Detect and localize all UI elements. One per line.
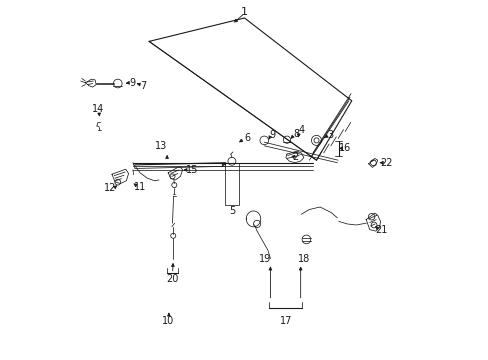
Text: 20: 20 bbox=[166, 274, 178, 284]
Text: 4: 4 bbox=[298, 125, 304, 135]
Text: 15: 15 bbox=[186, 165, 198, 175]
Text: 5: 5 bbox=[228, 206, 235, 216]
Text: 3: 3 bbox=[326, 130, 332, 140]
Text: 18: 18 bbox=[297, 254, 309, 264]
Text: 13: 13 bbox=[154, 141, 166, 151]
Text: 14: 14 bbox=[92, 104, 104, 114]
Text: 10: 10 bbox=[162, 316, 174, 326]
Text: 2: 2 bbox=[291, 152, 297, 162]
Text: 11: 11 bbox=[134, 182, 146, 192]
Text: 17: 17 bbox=[279, 316, 291, 326]
Text: 22: 22 bbox=[380, 158, 392, 168]
Text: 19: 19 bbox=[259, 254, 271, 264]
Text: 16: 16 bbox=[338, 143, 350, 153]
Bar bbox=[224, 163, 239, 205]
Text: 9: 9 bbox=[269, 130, 275, 140]
Text: 6: 6 bbox=[244, 132, 250, 143]
Text: 9: 9 bbox=[129, 78, 135, 88]
Text: 21: 21 bbox=[374, 225, 386, 235]
Text: 1: 1 bbox=[241, 6, 247, 17]
Text: 8: 8 bbox=[293, 129, 299, 139]
Text: 7: 7 bbox=[140, 81, 146, 91]
Text: 12: 12 bbox=[104, 183, 117, 193]
